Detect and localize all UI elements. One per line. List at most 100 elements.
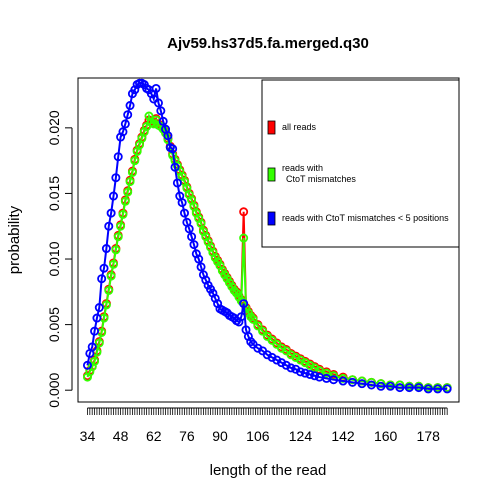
y-tick-label: 0.005 <box>46 307 62 342</box>
series-point <box>258 326 268 336</box>
series-point <box>104 286 114 296</box>
series-point <box>87 342 97 352</box>
series-point <box>158 116 168 126</box>
legend-label: reads with CtoT mismatches < 5 positions <box>282 213 449 223</box>
series-point <box>366 380 376 390</box>
series-point <box>239 299 249 309</box>
series-point <box>120 119 130 129</box>
series-point <box>338 376 348 386</box>
series-point <box>300 368 310 378</box>
y-tick-label: 0.010 <box>46 241 62 276</box>
series-point <box>329 375 339 385</box>
series-point <box>305 369 315 379</box>
x-tick-label: 34 <box>80 428 96 444</box>
series-point <box>118 209 128 219</box>
series-point <box>120 196 130 206</box>
legend-label: CtoT mismatches <box>286 174 356 184</box>
series-point <box>163 131 173 141</box>
x-axis-label: length of the read <box>210 462 327 479</box>
series-point <box>184 224 194 234</box>
series-point <box>111 173 121 183</box>
series-layer <box>82 78 452 394</box>
y-tick-label: 0.020 <box>46 110 62 145</box>
series-point <box>127 167 137 177</box>
x-tick-label: 90 <box>212 428 228 444</box>
series-point <box>295 367 305 377</box>
series-point <box>153 98 163 108</box>
series-point <box>94 338 104 348</box>
series-point <box>286 363 296 373</box>
series-point <box>130 156 140 166</box>
series-point <box>253 321 263 331</box>
series-point <box>172 178 182 188</box>
series-point <box>187 232 197 242</box>
series-point <box>423 384 433 394</box>
series-point <box>179 208 189 218</box>
series-point <box>239 207 249 217</box>
series-point <box>106 208 116 218</box>
series-point <box>111 245 121 255</box>
series-point <box>248 314 258 324</box>
y-tick-label: 0.015 <box>46 176 62 211</box>
x-tick-label: 160 <box>374 428 398 444</box>
series-point <box>123 110 133 120</box>
series-point <box>189 240 199 250</box>
series-3 <box>82 78 452 394</box>
series-point <box>168 144 178 154</box>
legend-swatch <box>267 211 276 226</box>
legend-swatch <box>267 120 276 135</box>
series-point <box>104 221 114 231</box>
x-tick-label: 76 <box>179 428 195 444</box>
series-point <box>90 326 100 336</box>
legend-swatch <box>267 167 276 182</box>
series-point <box>177 198 187 208</box>
x-tick-label: 142 <box>331 428 355 444</box>
series-point <box>106 271 116 281</box>
series-point <box>310 371 320 381</box>
series-point <box>99 263 109 273</box>
series-point <box>151 83 161 93</box>
series-point <box>118 127 128 137</box>
y-axis-label: probability <box>6 205 23 274</box>
chart-title: Ajv59.hs37d5.fa.merged.q30 <box>167 35 369 52</box>
series-point <box>113 232 123 242</box>
series-point <box>101 244 111 254</box>
series-point <box>385 381 395 391</box>
series-point <box>357 379 367 389</box>
legend-label: all reads <box>282 122 317 132</box>
series-point <box>125 177 135 187</box>
x-tick-label: 178 <box>417 428 441 444</box>
series-point <box>376 381 386 391</box>
y-tick-label: 0.000 <box>46 372 62 407</box>
series-point <box>236 312 246 322</box>
series-point <box>108 191 118 201</box>
series-point <box>348 377 358 387</box>
series-point <box>90 356 100 366</box>
axis-ticks: 34 48 62 76 90 106 124 142 160 178 0.000 0.005 0.010… <box>46 110 448 444</box>
series-point <box>170 162 180 172</box>
series-point <box>442 384 452 394</box>
x-tick-label: 106 <box>246 428 270 444</box>
x-tick-label: 124 <box>289 428 313 444</box>
series-point <box>395 383 405 393</box>
series-point <box>414 383 424 393</box>
series-point <box>113 152 123 162</box>
series-point <box>116 221 126 231</box>
series-point <box>123 187 133 197</box>
series-point <box>196 219 206 229</box>
x-tick-label: 48 <box>113 428 129 444</box>
series-point <box>194 254 204 264</box>
series-point <box>92 313 102 323</box>
series-point <box>404 383 414 393</box>
series-point <box>97 274 107 284</box>
series-point <box>82 360 92 370</box>
x-tick-label: 62 <box>146 428 162 444</box>
series-point <box>125 101 135 111</box>
legend-box <box>261 79 460 248</box>
legend-label: reads with <box>282 163 323 173</box>
series-point <box>108 259 118 269</box>
series-point <box>433 384 443 394</box>
series-point <box>196 262 206 272</box>
